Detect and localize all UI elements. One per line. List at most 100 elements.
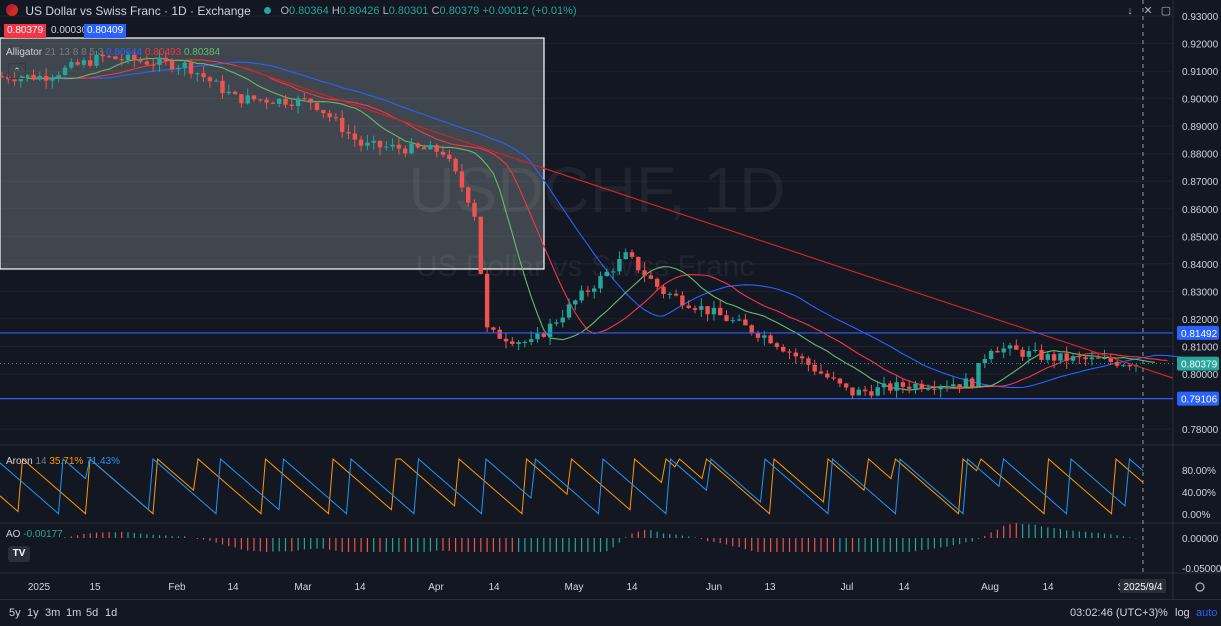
candle-body: [321, 109, 326, 114]
ao-legend[interactable]: AO -0.00177: [6, 529, 63, 540]
time-tick-label: 14: [488, 582, 500, 593]
candle-body: [831, 377, 836, 379]
candle-body: [749, 325, 754, 333]
candle-body: [875, 387, 880, 396]
candle-body: [88, 60, 93, 66]
bottom-toolbar: 5y 1y 3m 1m 5d 1d 03:02:46 (UTC+3) % log…: [0, 599, 1221, 626]
candle-body: [541, 333, 546, 337]
candle-body: [925, 388, 931, 390]
candle-body: [0, 76, 5, 78]
percent-toggle[interactable]: %: [1158, 607, 1168, 619]
candle-body: [119, 59, 124, 61]
candle-body: [648, 275, 654, 279]
candle-body: [938, 386, 943, 390]
candle-body: [106, 56, 112, 58]
close-icon[interactable]: ✕: [1143, 5, 1153, 17]
buy-price-button[interactable]: 0.80409: [84, 24, 127, 38]
candle-body: [69, 62, 74, 68]
candle-body: [226, 91, 231, 94]
time-tick-label: May: [565, 582, 584, 593]
candle-body: [396, 144, 402, 149]
candle-body: [1064, 353, 1069, 361]
crosshair-date-bg: [1120, 579, 1166, 593]
sell-price-button[interactable]: 0.80379: [4, 24, 47, 38]
candle-body: [617, 259, 622, 272]
candle-body: [573, 300, 578, 305]
alligator-teeth-line: [33, 59, 1168, 390]
collapse-legend-icon[interactable]: ⌃: [8, 63, 26, 79]
candle-body: [781, 346, 786, 352]
candle-body: [988, 350, 994, 360]
candle-body: [982, 359, 987, 364]
range-1d[interactable]: 1d: [105, 607, 118, 619]
candle-body: [163, 57, 168, 61]
candle-body: [113, 56, 118, 60]
candle-body: [1102, 357, 1107, 359]
current-price-tag: 0.80379: [1181, 360, 1218, 371]
symbol-title[interactable]: US Dollar vs Swiss Franc · 1D · Exchange: [25, 3, 251, 18]
log-toggle[interactable]: log: [1175, 607, 1190, 619]
candle-body: [951, 384, 956, 387]
candle-body: [957, 384, 962, 387]
auto-scale-toggle[interactable]: auto: [1196, 607, 1218, 619]
range-3m[interactable]: 3m: [45, 607, 61, 619]
candle-body: [529, 339, 534, 342]
candle-body: [629, 252, 635, 257]
clock-timezone[interactable]: 03:02:46 (UTC+3): [1070, 607, 1159, 619]
candle-body: [182, 62, 187, 68]
usd-chf-flag-icon: [6, 3, 18, 16]
candle-body: [718, 307, 723, 316]
candle-body: [692, 308, 698, 310]
range-1y[interactable]: 1y: [27, 607, 39, 619]
candle-body: [818, 371, 824, 374]
candle-body: [100, 54, 105, 57]
candle-body: [333, 117, 339, 119]
watermark-description: US Dollar vs Swiss Franc: [416, 250, 754, 283]
time-tick-label: Jun: [706, 582, 722, 593]
candle-body: [214, 80, 219, 82]
arrow-down-icon[interactable]: ↓: [1127, 5, 1133, 17]
range-1m[interactable]: 1m: [66, 607, 82, 619]
candle-body: [585, 290, 591, 292]
price-tick-label: 0.90000: [1182, 95, 1219, 106]
candle-body: [277, 98, 282, 104]
maximize-icon[interactable]: ▢: [1160, 5, 1172, 17]
range-5y[interactable]: 5y: [9, 607, 21, 619]
candle-body: [1051, 354, 1057, 361]
candle-body: [81, 60, 87, 65]
candle-body: [661, 286, 666, 295]
candle-body: [724, 315, 729, 321]
aroon-tick-label: 0.00%: [1182, 510, 1210, 521]
time-tick-label: 14: [1042, 582, 1054, 593]
candle-body: [825, 373, 830, 378]
time-tick-label: 14: [227, 582, 239, 593]
candle-body: [1070, 356, 1076, 361]
price-tick-label: 0.87000: [1182, 177, 1219, 188]
candle-body: [642, 270, 647, 276]
time-tick-label: 14: [354, 582, 366, 593]
candle-body: [636, 256, 641, 271]
candle-body: [195, 73, 200, 75]
time-tick-label: Feb: [168, 582, 186, 593]
crosshair-date-label: 2025/9/4: [1124, 582, 1163, 593]
candle-body: [409, 143, 414, 154]
aroon-legend[interactable]: Aroon 14 35.71% 71.43%: [6, 456, 120, 467]
candle-body: [768, 335, 773, 344]
candle-body: [295, 98, 301, 107]
candle-body: [176, 67, 181, 70]
candle-body: [566, 304, 572, 318]
candle-body: [1083, 357, 1088, 360]
candle-body: [856, 389, 861, 396]
range-5d[interactable]: 5d: [86, 607, 99, 619]
candle-body: [1039, 349, 1044, 360]
candle-body: [862, 389, 868, 392]
candle-body: [1114, 361, 1120, 366]
candle-body: [157, 57, 162, 65]
candle-body: [132, 54, 137, 61]
alligator-legend[interactable]: Alligator 21 13 8 8 5 3 0.80644 0.80493 …: [6, 47, 221, 58]
downtrend-line: [236, 65, 1174, 379]
candle-body: [970, 378, 975, 387]
candle-body: [478, 216, 483, 274]
